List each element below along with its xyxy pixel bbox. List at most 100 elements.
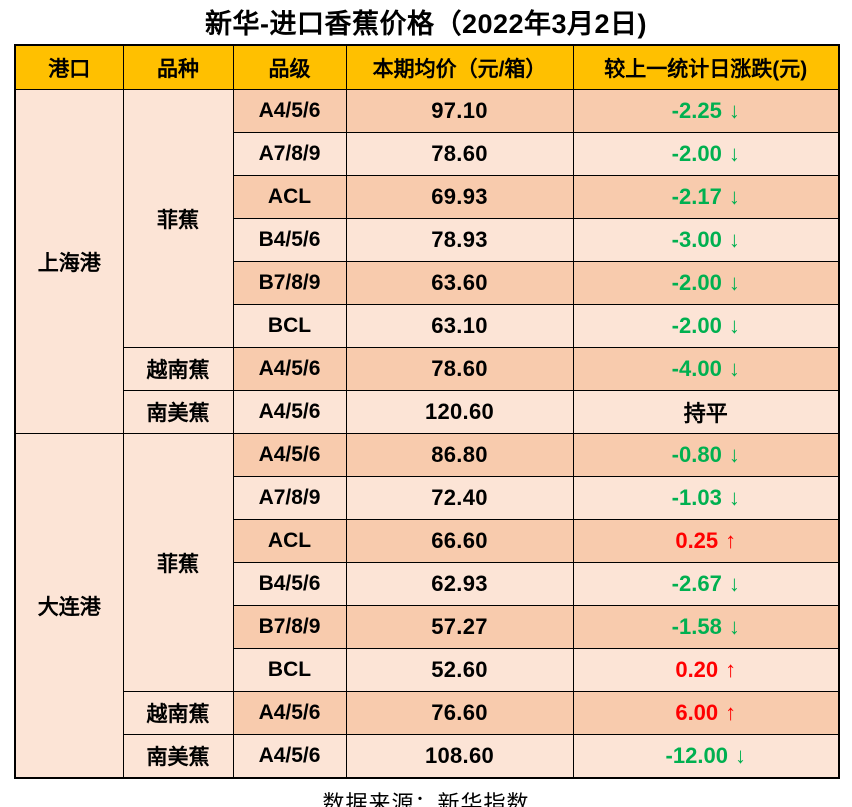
price-cell: 69.93	[345, 175, 574, 219]
variety-cell: 南美蕉	[122, 390, 234, 434]
table-row: ACL 66.60 0.25 ↑	[15, 519, 840, 563]
table-header: 港口 品种 品级 本期均价（元/箱） 较上一统计日涨跌(元)	[14, 44, 840, 90]
change-value: -3.00	[671, 227, 722, 252]
change-value: -1.58	[671, 614, 722, 639]
change-value: -2.67	[671, 571, 722, 596]
down-arrow-icon: ↓	[728, 571, 740, 596]
table-row: 上海港 菲蕉 A4/5/6 97.10 -2.25 ↓	[14, 89, 840, 434]
change-value: -2.00	[671, 270, 722, 295]
change-value: -2.00	[671, 313, 722, 338]
price-cell: 86.80	[345, 433, 574, 477]
price-cell: 62.93	[345, 562, 574, 606]
table-row: BCL 52.60 0.20 ↑	[15, 648, 840, 692]
grade-cell: A4/5/6	[232, 89, 347, 133]
change-cell: -3.00 ↓	[572, 218, 840, 262]
grade-cell: A4/5/6	[232, 390, 347, 434]
data-source-note: 数据来源：新华指数	[322, 791, 530, 807]
variety-cell: 越南蕉	[122, 347, 234, 391]
change-value: 0.20	[675, 657, 719, 682]
table-row: 南美蕉 A4/5/6 120.60 持平	[15, 390, 840, 434]
change-cell: -2.17 ↓	[572, 175, 840, 219]
down-arrow-icon: ↓	[728, 356, 740, 381]
table-row: B4/5/6 78.93 -3.00 ↓	[15, 218, 840, 262]
col-header-price: 本期均价（元/箱）	[345, 44, 574, 90]
price-cell: 78.93	[345, 218, 574, 262]
grade-cell: A4/5/6	[232, 691, 347, 735]
change-value: 0.25	[675, 528, 719, 553]
table-row: B7/8/9 57.27 -1.58 ↓	[15, 605, 840, 649]
table-row: B7/8/9 63.60 -2.00 ↓	[15, 261, 840, 305]
down-arrow-icon: ↓	[728, 227, 740, 252]
price-cell: 57.27	[345, 605, 574, 649]
price-cell: 72.40	[345, 476, 574, 520]
grade-cell: BCL	[232, 304, 347, 348]
change-cell: -2.00 ↓	[572, 261, 840, 305]
price-cell: 78.60	[345, 347, 574, 391]
table-row: 南美蕉 A4/5/6 108.60 -12.00 ↓	[15, 734, 840, 779]
change-cell: -0.80 ↓	[572, 433, 840, 477]
table-row: BCL 63.10 -2.00 ↓	[15, 304, 840, 348]
variety-cell: 越南蕉	[122, 691, 234, 735]
price-cell: 78.60	[345, 132, 574, 176]
price-cell: 52.60	[345, 648, 574, 692]
table-row: 越南蕉 A4/5/6 78.60 -4.00 ↓	[15, 347, 840, 391]
change-cell: -2.25 ↓	[572, 89, 840, 133]
table-row: A7/8/9 72.40 -1.03 ↓	[15, 476, 840, 520]
change-cell: 6.00 ↑	[572, 691, 840, 735]
change-value: 6.00	[675, 700, 719, 725]
down-arrow-icon: ↓	[728, 98, 740, 123]
grade-cell: A4/5/6	[232, 433, 347, 477]
grade-cell: ACL	[232, 175, 347, 219]
price-cell: 97.10	[345, 89, 574, 133]
price-cell: 63.60	[345, 261, 574, 305]
change-cell: -2.00 ↓	[572, 304, 840, 348]
col-header-variety: 品种	[122, 44, 234, 90]
down-arrow-icon: ↓	[728, 442, 740, 467]
down-arrow-icon: ↓	[728, 184, 740, 209]
change-cell: 持平	[572, 390, 840, 434]
variety-cell: 菲蕉	[122, 89, 234, 348]
down-arrow-icon: ↓	[734, 743, 746, 768]
port-cell-dalian: 大连港	[14, 433, 124, 779]
change-cell: -1.58 ↓	[572, 605, 840, 649]
price-cell: 63.10	[345, 304, 574, 348]
table-row: B4/5/6 62.93 -2.67 ↓	[15, 562, 840, 606]
change-value: -2.25	[671, 98, 722, 123]
change-value: -2.17	[671, 184, 722, 209]
change-value: -12.00	[665, 743, 728, 768]
col-header-grade: 品级	[232, 44, 347, 90]
grade-cell: B7/8/9	[232, 261, 347, 305]
change-cell: -2.00 ↓	[572, 132, 840, 176]
table-row: 大连港 菲蕉 A4/5/6 86.80 -0.80 ↓	[14, 433, 840, 779]
price-cell: 76.60	[345, 691, 574, 735]
price-cell: 120.60	[345, 390, 574, 434]
down-arrow-icon: ↓	[728, 614, 740, 639]
grade-cell: ACL	[232, 519, 347, 563]
change-cell: -2.67 ↓	[572, 562, 840, 606]
grade-cell: B4/5/6	[232, 218, 347, 262]
header-row: 港口 品种 品级 本期均价（元/箱） 较上一统计日涨跌(元)	[14, 44, 840, 90]
grade-cell: B7/8/9	[232, 605, 347, 649]
grade-cell: A4/5/6	[232, 347, 347, 391]
table-row: ACL 69.93 -2.17 ↓	[15, 175, 840, 219]
change-cell: -4.00 ↓	[572, 347, 840, 391]
price-cell: 108.60	[345, 734, 574, 779]
change-cell: 0.20 ↑	[572, 648, 840, 692]
grade-cell: A7/8/9	[232, 132, 347, 176]
variety-cell: 菲蕉	[122, 433, 234, 692]
table-row: A7/8/9 78.60 -2.00 ↓	[15, 132, 840, 176]
up-arrow-icon: ↑	[725, 657, 737, 682]
down-arrow-icon: ↓	[728, 270, 740, 295]
page-title: 新华-进口香蕉价格（2022年3月2日)	[204, 9, 648, 39]
col-header-port: 港口	[14, 44, 124, 90]
col-header-change: 较上一统计日涨跌(元)	[572, 44, 840, 90]
change-value: -4.00	[671, 356, 722, 381]
grade-cell: B4/5/6	[232, 562, 347, 606]
grade-cell: BCL	[232, 648, 347, 692]
up-arrow-icon: ↑	[725, 528, 737, 553]
table-row: 越南蕉 A4/5/6 76.60 6.00 ↑	[15, 691, 840, 735]
change-cell: -1.03 ↓	[572, 476, 840, 520]
change-value: -2.00	[671, 141, 722, 166]
price-cell: 66.60	[345, 519, 574, 563]
